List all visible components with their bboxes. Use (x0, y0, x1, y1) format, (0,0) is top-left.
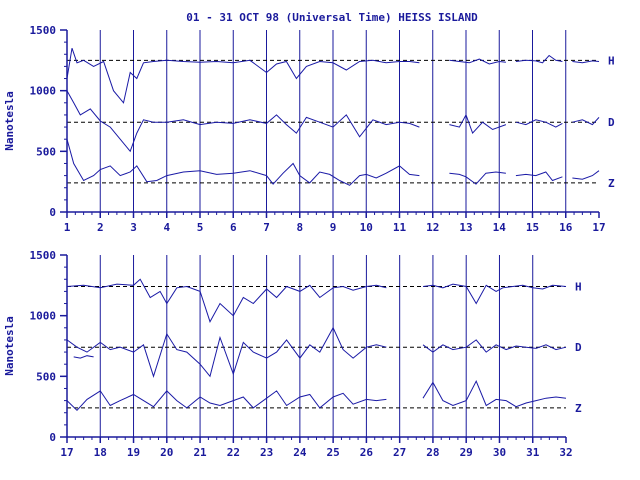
x-tick-label: 11 (393, 221, 407, 234)
bottom-panel: H D Z 17 18 19 20 21 22 23 24 25 26 27 28 29 30 31 32 0 500 1… (3, 249, 582, 459)
x-tick-label: 5 (197, 221, 204, 234)
y-axis-label: Nanotesla (3, 316, 16, 376)
y-tick-label: 0 (49, 206, 56, 219)
component-label-d: D (575, 341, 582, 354)
x-tick-label: 19 (127, 446, 140, 459)
series-h-trace (515, 54, 563, 64)
x-tick-label: 30 (493, 446, 506, 459)
x-tick-label: 31 (526, 446, 540, 459)
component-label-h: H (575, 281, 582, 294)
series-z-trace (572, 170, 600, 180)
y-tick-label: 1000 (30, 85, 57, 98)
y-tick-label: 1000 (30, 310, 57, 323)
x-tick-label: 20 (160, 446, 173, 459)
x-tick-label: 2 (97, 221, 104, 234)
series-d-trace (572, 117, 600, 126)
y-tick-label: 500 (36, 145, 56, 158)
x-tick-label: 29 (460, 446, 473, 459)
x-tick-label: 13 (459, 221, 472, 234)
component-label-d: D (608, 116, 615, 129)
series-h-trace (572, 60, 600, 64)
series-h-trace (66, 48, 420, 104)
series-h-trace (422, 283, 567, 305)
x-tick-label: 27 (393, 446, 406, 459)
y-tick-label: 1500 (30, 24, 57, 37)
series-h-trace (66, 278, 387, 323)
component-label-z: Z (608, 177, 615, 190)
x-tick-label: 4 (163, 221, 170, 234)
series-z-trace (66, 390, 387, 412)
x-tick-label: 15 (526, 221, 539, 234)
x-tick-label: 8 (296, 221, 303, 234)
series-d-trace (66, 326, 387, 378)
series-z-trace (449, 171, 506, 185)
x-tick-label: 12 (426, 221, 439, 234)
chart-title: 01 - 31 OCT 98 (Universal Time) HEISS IS… (186, 11, 478, 24)
component-label-h: H (608, 54, 615, 67)
component-label-z: Z (575, 402, 582, 415)
y-tick-label: 500 (36, 370, 56, 383)
x-tick-label: 3 (130, 221, 137, 234)
x-tick-label: 28 (426, 446, 439, 459)
series-d-trace (422, 339, 567, 353)
series-z-trace (422, 380, 567, 408)
y-axis-label: Nanotesla (3, 91, 16, 151)
x-tick-label: 25 (327, 446, 340, 459)
x-tick-label: 17 (60, 446, 73, 459)
x-tick-label: 22 (227, 446, 240, 459)
x-tick-label: 10 (360, 221, 373, 234)
x-tick-label: 16 (559, 221, 573, 234)
x-tick-label: 23 (260, 446, 273, 459)
series-d-trace (449, 113, 507, 135)
x-tick-label: 26 (360, 446, 374, 459)
x-tick-label: 1 (64, 221, 71, 234)
x-tick-label: 6 (230, 221, 237, 234)
x-tick-label: 21 (193, 446, 207, 459)
series-z-trace (66, 139, 420, 186)
x-tick-label: 32 (559, 446, 572, 459)
y-tick-label: 0 (49, 431, 56, 444)
series-h-trace (449, 58, 506, 65)
x-tick-label: 17 (592, 221, 605, 234)
y-tick-label: 1500 (30, 249, 57, 262)
series-d-trace (73, 355, 94, 359)
x-tick-label: 18 (94, 446, 107, 459)
x-tick-label: 9 (330, 221, 337, 234)
x-tick-label: 24 (293, 446, 307, 459)
x-tick-label: 7 (263, 221, 270, 234)
series-d-trace (66, 90, 420, 153)
x-tick-label: 14 (493, 221, 507, 234)
series-d-trace (515, 119, 563, 128)
series-z-trace (515, 171, 563, 182)
